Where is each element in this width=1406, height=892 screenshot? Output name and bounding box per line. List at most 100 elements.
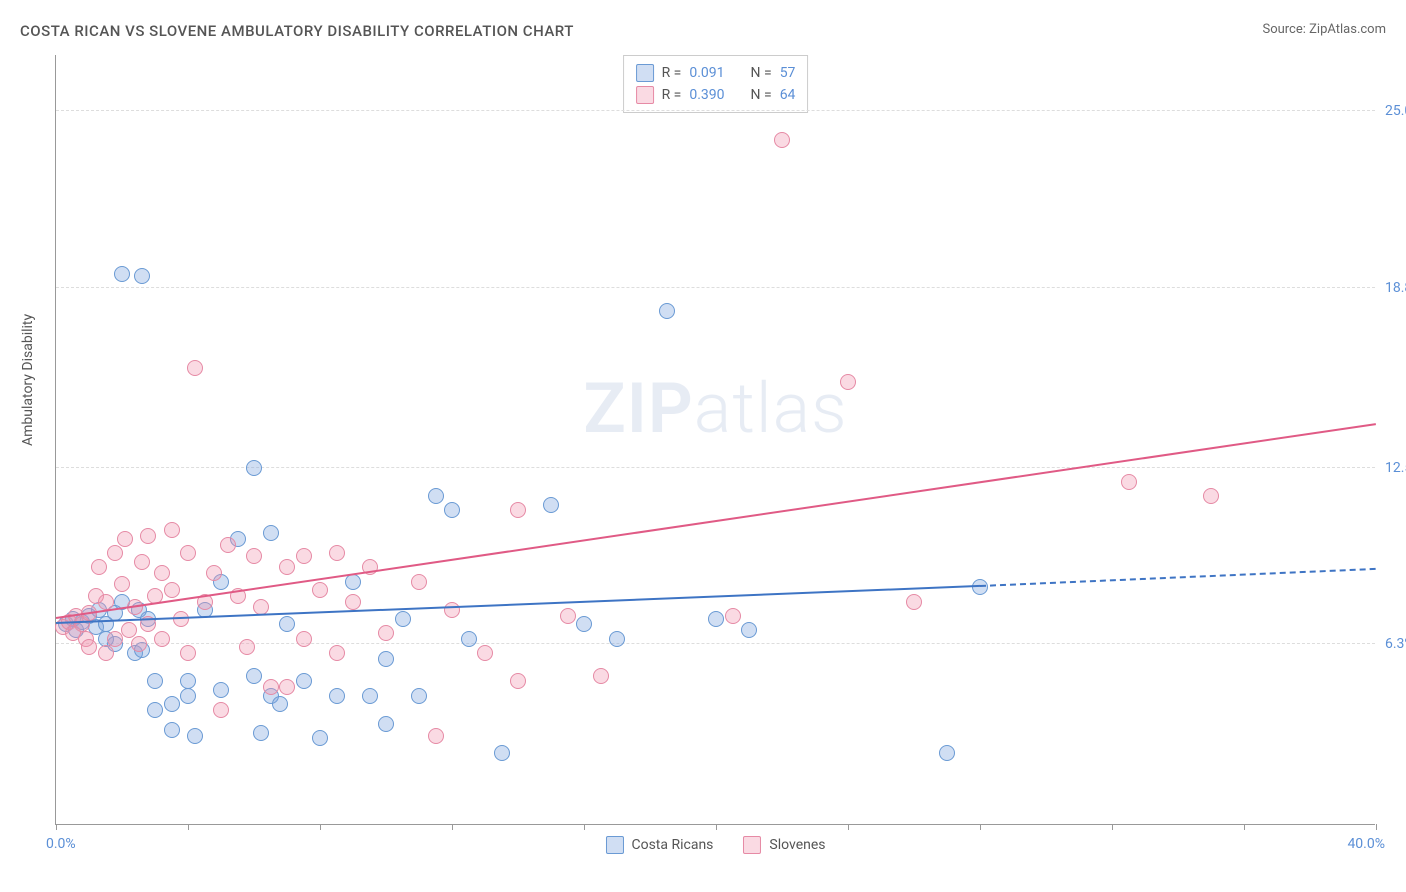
data-point <box>246 460 262 476</box>
x-tick <box>1112 824 1113 830</box>
y-axis-label: Ambulatory Disability <box>20 314 36 446</box>
data-point <box>246 548 262 564</box>
legend-row-costa-ricans: R = 0.091 N = 57 <box>636 62 796 84</box>
data-point <box>1203 488 1219 504</box>
data-point <box>609 631 625 647</box>
watermark-atlas: atlas <box>694 368 848 450</box>
trend-line <box>56 423 1376 619</box>
data-point <box>81 639 97 655</box>
x-tick <box>1244 824 1245 830</box>
data-point <box>131 636 147 652</box>
data-point <box>428 728 444 744</box>
data-point <box>213 682 229 698</box>
data-point <box>220 537 236 553</box>
data-point <box>279 559 295 575</box>
x-tick <box>56 824 57 830</box>
data-point <box>154 631 170 647</box>
data-point <box>253 725 269 741</box>
data-point <box>411 688 427 704</box>
trend-line <box>56 585 980 624</box>
data-point <box>708 611 724 627</box>
data-point <box>741 622 757 638</box>
data-point <box>378 625 394 641</box>
data-point <box>187 360 203 376</box>
source-name: ZipAtlas.com <box>1309 22 1386 37</box>
data-point <box>164 722 180 738</box>
data-point <box>362 688 378 704</box>
data-point <box>279 616 295 632</box>
data-point <box>114 576 130 592</box>
data-point <box>461 631 477 647</box>
data-point <box>279 679 295 695</box>
swatch-costa-ricans <box>636 64 654 82</box>
r-value-slovenes: 0.390 <box>689 87 724 103</box>
n-value-costa-ricans: 57 <box>780 65 796 81</box>
data-point <box>510 502 526 518</box>
data-point <box>725 608 741 624</box>
x-tick <box>584 824 585 830</box>
data-point <box>312 730 328 746</box>
x-tick <box>980 824 981 830</box>
y-tick-label: 18.8% <box>1385 280 1406 296</box>
data-point <box>91 559 107 575</box>
data-point <box>206 565 222 581</box>
data-point <box>134 554 150 570</box>
data-point <box>296 631 312 647</box>
data-point <box>1121 474 1137 490</box>
r-label: R = <box>662 65 682 81</box>
data-point <box>164 696 180 712</box>
data-point <box>378 651 394 667</box>
r-label: R = <box>662 87 682 103</box>
legend-item-costa-ricans: Costa Ricans <box>605 836 713 854</box>
data-point <box>246 668 262 684</box>
gridline <box>56 110 1375 111</box>
legend-item-slovenes: Slovenes <box>743 836 825 854</box>
data-point <box>272 696 288 712</box>
x-tick <box>188 824 189 830</box>
data-point <box>510 673 526 689</box>
series-legend: Costa Ricans Slovenes <box>605 836 825 854</box>
data-point <box>180 645 196 661</box>
correlation-legend: R = 0.091 N = 57 R = 0.390 N = 64 <box>623 55 809 113</box>
data-point <box>140 528 156 544</box>
data-point <box>187 728 203 744</box>
data-point <box>296 548 312 564</box>
x-tick <box>320 824 321 830</box>
data-point <box>312 582 328 598</box>
data-point <box>444 602 460 618</box>
data-point <box>560 608 576 624</box>
x-tick <box>848 824 849 830</box>
data-point <box>239 639 255 655</box>
n-value-slovenes: 64 <box>780 87 796 103</box>
watermark-zip: ZIP <box>583 368 693 450</box>
watermark: ZIPatlas <box>583 368 847 450</box>
gridline <box>56 287 1375 288</box>
swatch-slovenes <box>743 836 761 854</box>
data-point <box>154 565 170 581</box>
data-point <box>98 594 114 610</box>
data-point <box>296 673 312 689</box>
data-point <box>164 582 180 598</box>
data-point <box>263 525 279 541</box>
data-point <box>329 545 345 561</box>
data-point <box>180 688 196 704</box>
data-point <box>494 745 510 761</box>
y-tick-label: 6.3% <box>1385 636 1406 652</box>
swatch-slovenes <box>636 86 654 104</box>
swatch-costa-ricans <box>605 836 623 854</box>
data-point <box>378 716 394 732</box>
data-point <box>411 574 427 590</box>
x-tick <box>716 824 717 830</box>
source-attribution: Source: ZipAtlas.com <box>1262 22 1386 37</box>
data-point <box>774 132 790 148</box>
y-tick-label: 12.5% <box>1385 460 1406 476</box>
data-point <box>263 679 279 695</box>
data-point <box>147 673 163 689</box>
x-tick <box>452 824 453 830</box>
data-point <box>213 702 229 718</box>
data-point <box>345 594 361 610</box>
scatter-chart: ZIPatlas R = 0.091 N = 57 R = 0.390 N = … <box>55 55 1375 825</box>
data-point <box>428 488 444 504</box>
data-point <box>164 522 180 538</box>
data-point <box>593 668 609 684</box>
